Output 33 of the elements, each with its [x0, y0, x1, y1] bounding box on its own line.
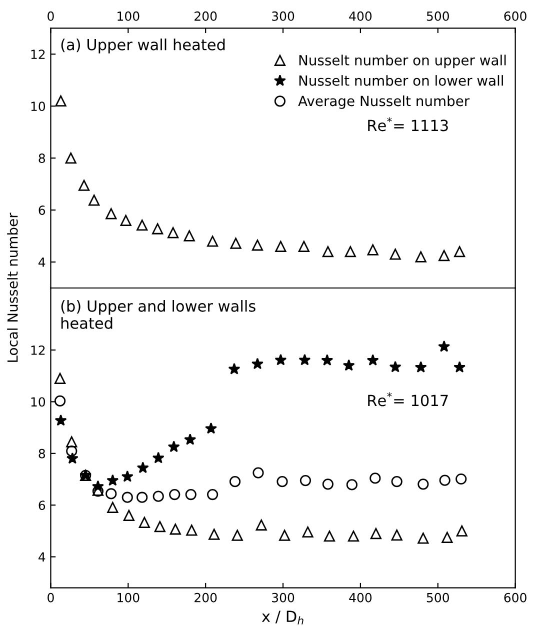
- legend-label: Nusselt number on upper wall: [299, 54, 506, 68]
- x-tick-label: 0: [48, 592, 54, 602]
- x-tick-label: 300: [272, 11, 294, 21]
- x-tick-label: 500: [426, 592, 449, 602]
- annotation: Re$^{*}$= 1113: [368, 117, 448, 132]
- legend-label: Average Nusselt number: [298, 95, 470, 109]
- x-tick-label: 400: [349, 592, 372, 602]
- y-tick-label: 8: [38, 448, 46, 458]
- y-tick-label: 10: [31, 102, 46, 112]
- x-tick-label: 600: [504, 11, 526, 21]
- x-tick-label: 0: [48, 11, 54, 21]
- y-tick-label: 4: [38, 258, 46, 267]
- x-axis-title: x / D$_{h}$: [262, 610, 304, 624]
- annotation: Re$^{*}$= 1017: [368, 392, 448, 406]
- x-tick-label: 600: [504, 592, 526, 602]
- x-tick-label: 200: [194, 11, 217, 21]
- y-tick-label: 12: [31, 50, 45, 59]
- x-tick-label: 100: [118, 11, 140, 21]
- legend-label: Nusselt number on lower wall: [299, 75, 503, 86]
- annotation: (b) Upper and lower walls heated: [61, 300, 256, 329]
- annotation: (a) Upper wall heated: [61, 38, 225, 54]
- y-tick-label: 8: [38, 154, 46, 164]
- x-tick-label: 100: [118, 592, 140, 602]
- y-tick-label: 6: [38, 206, 46, 215]
- x-tick-label: 300: [272, 592, 294, 602]
- x-tick-label: 500: [426, 11, 449, 21]
- y-axis-title: Local Nusselt number: [7, 212, 18, 362]
- x-tick-label: 200: [194, 592, 217, 602]
- x-tick-label: 400: [349, 11, 372, 21]
- y-tick-label: 6: [38, 500, 46, 510]
- y-tick-label: 10: [31, 397, 46, 407]
- y-tick-label: 4: [38, 552, 46, 562]
- y-tick-label: 12: [31, 346, 45, 355]
